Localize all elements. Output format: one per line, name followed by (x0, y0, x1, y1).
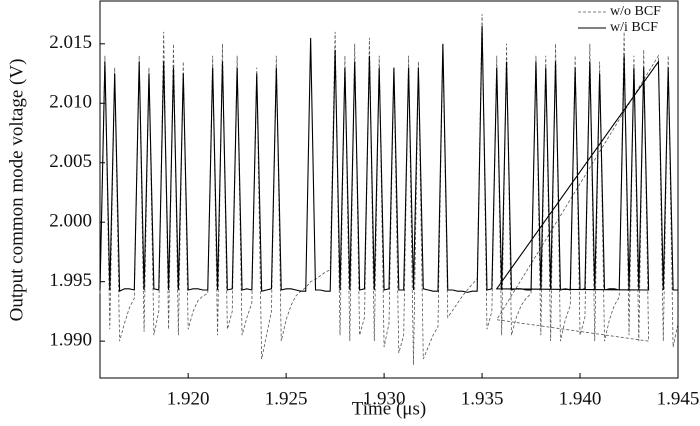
x-axis-label: Time (μs) (352, 398, 426, 419)
y-tick-label: 1.990 (49, 329, 92, 350)
y-tick-label: 2.005 (49, 151, 92, 172)
series-line (99, 25, 678, 293)
series-line (99, 14, 679, 365)
y-tick-label: 2.000 (49, 211, 92, 232)
x-tick-label: 1.935 (461, 388, 504, 409)
x-tick-label: 1.940 (559, 388, 602, 409)
plot-frame (99, 0, 679, 379)
x-tick-label: 1.920 (167, 388, 210, 409)
y-tick-label: 2.010 (49, 92, 92, 113)
x-tick-label: 1.925 (265, 388, 308, 409)
y-tick-label: 1.995 (49, 270, 92, 291)
y-tick-label: 2.015 (49, 32, 92, 53)
x-tick-label: 1.945 (657, 388, 700, 409)
legend-label: w/o BCF (610, 4, 661, 19)
legend-label: w/i BCF (610, 20, 658, 35)
x-tick-label: 1.930 (363, 388, 406, 409)
y-axis-label: Output common mode voltage (V) (6, 59, 27, 322)
